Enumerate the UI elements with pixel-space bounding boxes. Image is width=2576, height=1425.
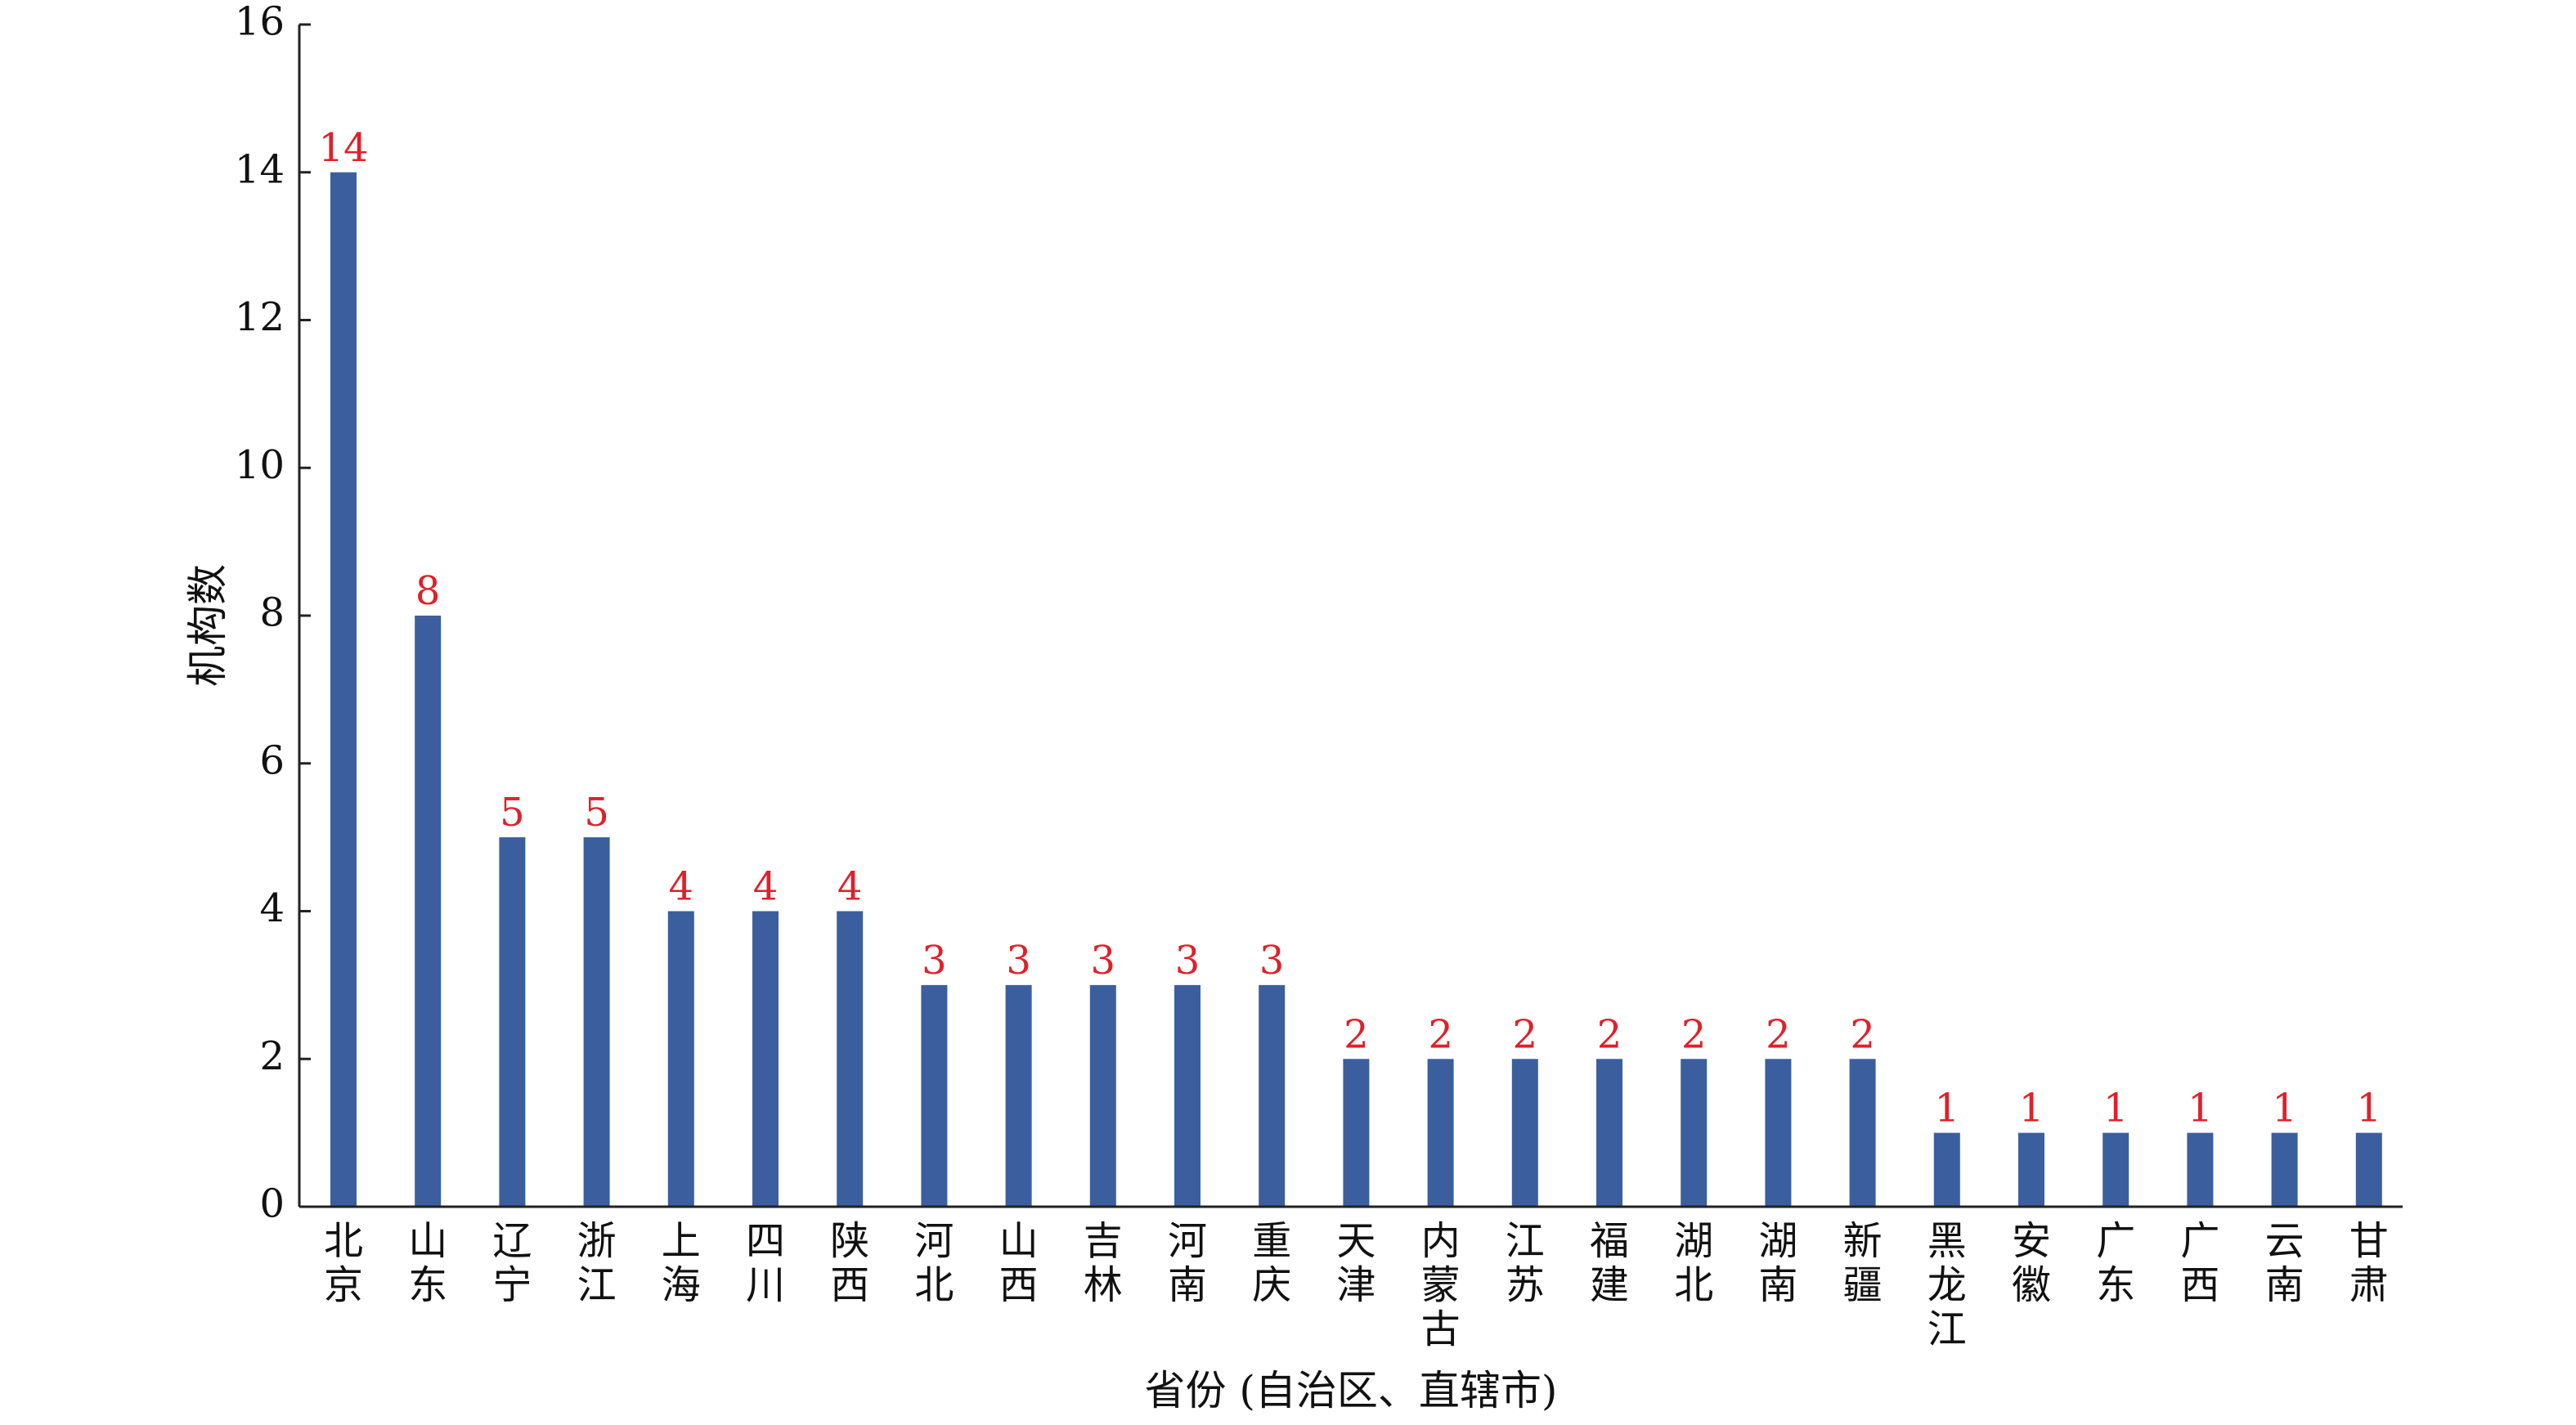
y-axis-ticks: 0 2 4 6 8 10 12 14 16 <box>235 0 311 1227</box>
bar <box>752 911 779 1207</box>
data-label: 2 <box>1850 1011 1875 1057</box>
x-tick-label: 辽宁 <box>492 1218 532 1308</box>
bar <box>583 837 610 1207</box>
y-tick-label: 16 <box>235 0 285 45</box>
data-label: 2 <box>1681 1011 1707 1057</box>
y-tick-label: 6 <box>259 737 285 783</box>
bar <box>1596 1059 1622 1207</box>
data-label: 2 <box>1597 1011 1622 1057</box>
x-tick-label: 新疆 <box>1843 1218 1883 1308</box>
bar <box>1005 984 1032 1207</box>
data-label: 2 <box>1513 1011 1538 1057</box>
x-tick-label: 天津 <box>1336 1218 1376 1308</box>
x-tick-label: 吉林 <box>1084 1218 1123 1308</box>
bar <box>1765 1059 1792 1207</box>
bar <box>921 984 948 1207</box>
bar <box>499 837 526 1207</box>
data-label: 5 <box>500 790 525 836</box>
x-tick-label: 黑龙江 <box>1928 1218 1967 1352</box>
data-label: 2 <box>1766 1011 1791 1057</box>
data-label: 14 <box>318 125 368 171</box>
bar <box>1427 1059 1454 1207</box>
bar <box>330 172 357 1207</box>
x-tick-label: 重庆 <box>1252 1218 1291 1308</box>
x-tick-label: 江苏 <box>1506 1218 1545 1308</box>
bar-series <box>330 172 2382 1207</box>
data-labels: 14 8 5 5 4 4 4 3 3 3 3 3 2 2 2 2 2 2 2 1 1 1 1 1 1 <box>318 125 2381 1131</box>
x-tick-label: 四川 <box>746 1218 785 1308</box>
y-tick-label: 4 <box>259 885 285 931</box>
y-tick-label: 2 <box>259 1033 285 1079</box>
bar <box>2271 1132 2298 1207</box>
data-label: 3 <box>922 938 947 984</box>
x-tick-label: 浙江 <box>577 1218 617 1308</box>
x-tick-label: 云南 <box>2265 1218 2304 1308</box>
x-tick-label: 河北 <box>914 1218 954 1308</box>
bar <box>2018 1132 2044 1207</box>
data-label: 3 <box>1091 938 1116 984</box>
data-label: 1 <box>2103 1086 2129 1131</box>
data-label: 2 <box>1344 1011 1369 1057</box>
data-label: 4 <box>669 864 694 910</box>
data-label: 1 <box>2357 1086 2382 1131</box>
data-label: 1 <box>2019 1086 2044 1131</box>
y-axis-title-group: 机构数 <box>184 564 231 687</box>
data-label: 5 <box>584 790 609 836</box>
y-tick-label: 0 <box>259 1181 285 1227</box>
data-label: 2 <box>1428 1011 1453 1057</box>
bar <box>1089 984 1116 1207</box>
bar <box>1511 1059 1538 1207</box>
x-tick-label: 湖南 <box>1758 1218 1797 1308</box>
y-tick-label: 10 <box>235 442 285 488</box>
x-tick-label: 上海 <box>662 1218 701 1308</box>
data-label: 1 <box>2188 1086 2213 1131</box>
data-label: 1 <box>1935 1086 1960 1131</box>
y-tick-label: 12 <box>235 294 285 340</box>
x-tick-label: 山西 <box>999 1218 1039 1308</box>
data-label: 4 <box>837 864 863 910</box>
bar <box>2355 1132 2382 1207</box>
x-tick-label: 陕西 <box>830 1218 869 1308</box>
bar <box>2103 1132 2129 1207</box>
bar <box>667 911 694 1207</box>
bar <box>837 911 864 1207</box>
x-tick-label: 福建 <box>1590 1218 1629 1308</box>
data-label: 3 <box>1259 938 1285 984</box>
bar <box>1174 984 1200 1207</box>
y-tick-label: 14 <box>235 146 285 192</box>
x-tick-label: 河南 <box>1168 1218 1207 1308</box>
x-tick-label: 广东 <box>2096 1218 2135 1308</box>
bar <box>1933 1132 1960 1207</box>
x-tick-label: 甘肃 <box>2349 1218 2389 1308</box>
x-tick-label: 安徽 <box>2012 1218 2051 1308</box>
y-tick-label: 8 <box>259 590 285 636</box>
bar <box>1259 984 1286 1207</box>
x-tick-label: 山东 <box>408 1218 447 1308</box>
bar <box>1849 1059 1876 1207</box>
x-tick-label: 内蒙古 <box>1421 1218 1461 1352</box>
x-tick-label: 北京 <box>324 1218 363 1308</box>
data-label: 1 <box>2272 1086 2297 1131</box>
x-tick-label: 湖北 <box>1674 1218 1713 1308</box>
data-label: 3 <box>1006 938 1031 984</box>
x-axis-title: 省份 (自治区、直辖市) <box>1145 1367 1558 1414</box>
x-tick-label: 广西 <box>2180 1218 2219 1308</box>
bar <box>2187 1132 2214 1207</box>
bar <box>1681 1059 1708 1207</box>
data-label: 4 <box>753 864 779 910</box>
data-label: 8 <box>415 568 441 614</box>
bar <box>415 616 442 1207</box>
bar <box>1343 1059 1370 1207</box>
data-label: 3 <box>1175 938 1200 984</box>
y-axis-title: 机构数 <box>184 564 231 687</box>
